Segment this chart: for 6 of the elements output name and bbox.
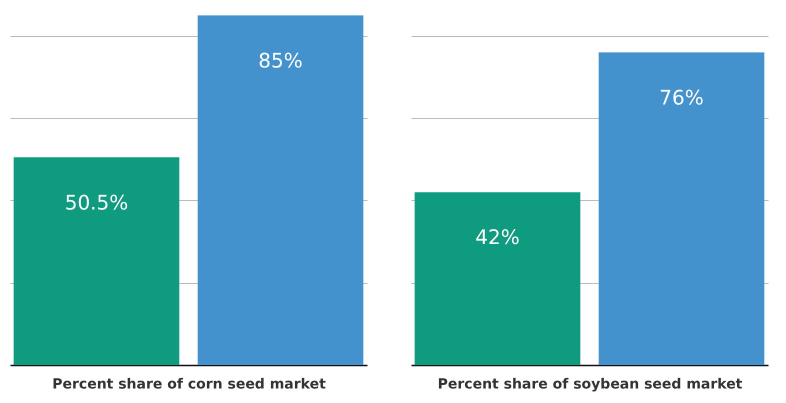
data-label: 76%: [659, 85, 704, 110]
data-label: 50.5%: [64, 190, 128, 214]
x-axis-title: Percent share of soybean seed market: [438, 376, 743, 392]
data-label: 42%: [475, 225, 520, 250]
x-axis-title: Percent share of corn seed market: [52, 376, 326, 392]
data-label: 85%: [258, 48, 303, 72]
